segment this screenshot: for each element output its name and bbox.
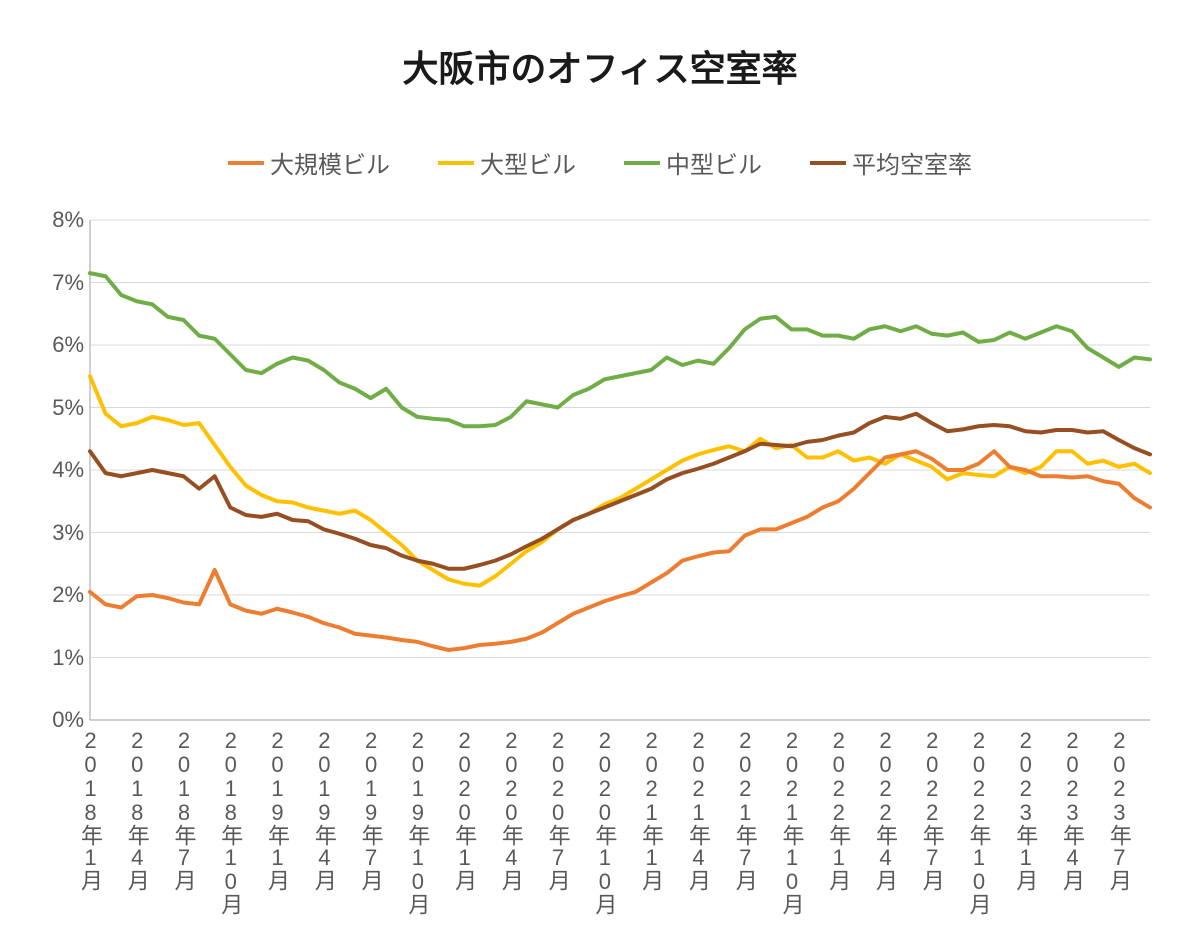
x-tick-label: 2019年10月 xyxy=(401,728,433,914)
x-tick-label: 2018年7月 xyxy=(168,728,200,890)
x-tick-label: 2020年7月 xyxy=(542,728,574,890)
x-tick-label: 2021年7月 xyxy=(729,728,761,890)
legend-label: 中型ビル xyxy=(666,145,762,180)
y-tick-label: 5% xyxy=(52,395,84,421)
y-tick-label: 3% xyxy=(52,520,84,546)
x-tick-label: 2019年1月 xyxy=(261,728,293,890)
x-tick-label: 2021年4月 xyxy=(682,728,714,890)
x-tick-label: 2021年1月 xyxy=(635,728,667,890)
plot-area: 0%1%2%3%4%5%6%7%8% xyxy=(90,220,1150,720)
x-tick-label: 2023年1月 xyxy=(1009,728,1041,890)
x-tick-label: 2020年4月 xyxy=(495,728,527,890)
x-tick-label: 2020年10月 xyxy=(588,728,620,914)
x-tick-label: 2018年4月 xyxy=(121,728,153,890)
x-tick-label: 2022年1月 xyxy=(822,728,854,890)
legend-item-medium: 中型ビル xyxy=(624,145,762,180)
legend-label: 大規模ビル xyxy=(270,145,390,180)
x-tick-label: 2019年4月 xyxy=(308,728,340,890)
y-tick-label: 4% xyxy=(52,457,84,483)
x-tick-label: 2023年4月 xyxy=(1056,728,1088,890)
legend-item-large_scale: 大規模ビル xyxy=(228,145,390,180)
legend-swatch xyxy=(624,161,660,165)
x-tick-label: 2021年10月 xyxy=(775,728,807,914)
x-tick-label: 2022年4月 xyxy=(869,728,901,890)
chart-legend: 大規模ビル 大型ビル 中型ビル 平均空室率 xyxy=(0,145,1200,180)
chart-title: 大阪市のオフィス空室率 xyxy=(0,40,1200,92)
x-axis-labels: 2018年1月2018年4月2018年7月2018年10月2019年1月2019… xyxy=(90,728,1150,928)
x-tick-label: 2022年10月 xyxy=(963,728,995,914)
y-tick-label: 1% xyxy=(52,645,84,671)
series-average xyxy=(90,414,1150,569)
legend-label: 大型ビル xyxy=(480,145,576,180)
vacancy-rate-chart: 大阪市のオフィス空室率 大規模ビル 大型ビル 中型ビル 平均空室率 0%1%2%3%4… xyxy=(0,0,1200,943)
x-tick-label: 2020年1月 xyxy=(448,728,480,890)
x-tick-label: 2023年7月 xyxy=(1103,728,1135,890)
legend-swatch xyxy=(438,161,474,165)
y-tick-label: 8% xyxy=(52,207,84,233)
y-tick-label: 7% xyxy=(52,270,84,296)
x-tick-label: 2019年7月 xyxy=(355,728,387,890)
series-medium xyxy=(90,273,1150,426)
y-tick-label: 6% xyxy=(52,332,84,358)
legend-swatch xyxy=(810,161,846,165)
x-tick-label: 2018年1月 xyxy=(74,728,106,890)
x-tick-label: 2022年7月 xyxy=(916,728,948,890)
x-tick-label: 2018年10月 xyxy=(214,728,246,914)
legend-item-large: 大型ビル xyxy=(438,145,576,180)
legend-label: 平均空室率 xyxy=(852,145,972,180)
plot-svg xyxy=(90,220,1150,720)
series-large_scale xyxy=(90,451,1150,650)
y-tick-label: 2% xyxy=(52,582,84,608)
legend-swatch xyxy=(228,161,264,165)
legend-item-average: 平均空室率 xyxy=(810,145,972,180)
